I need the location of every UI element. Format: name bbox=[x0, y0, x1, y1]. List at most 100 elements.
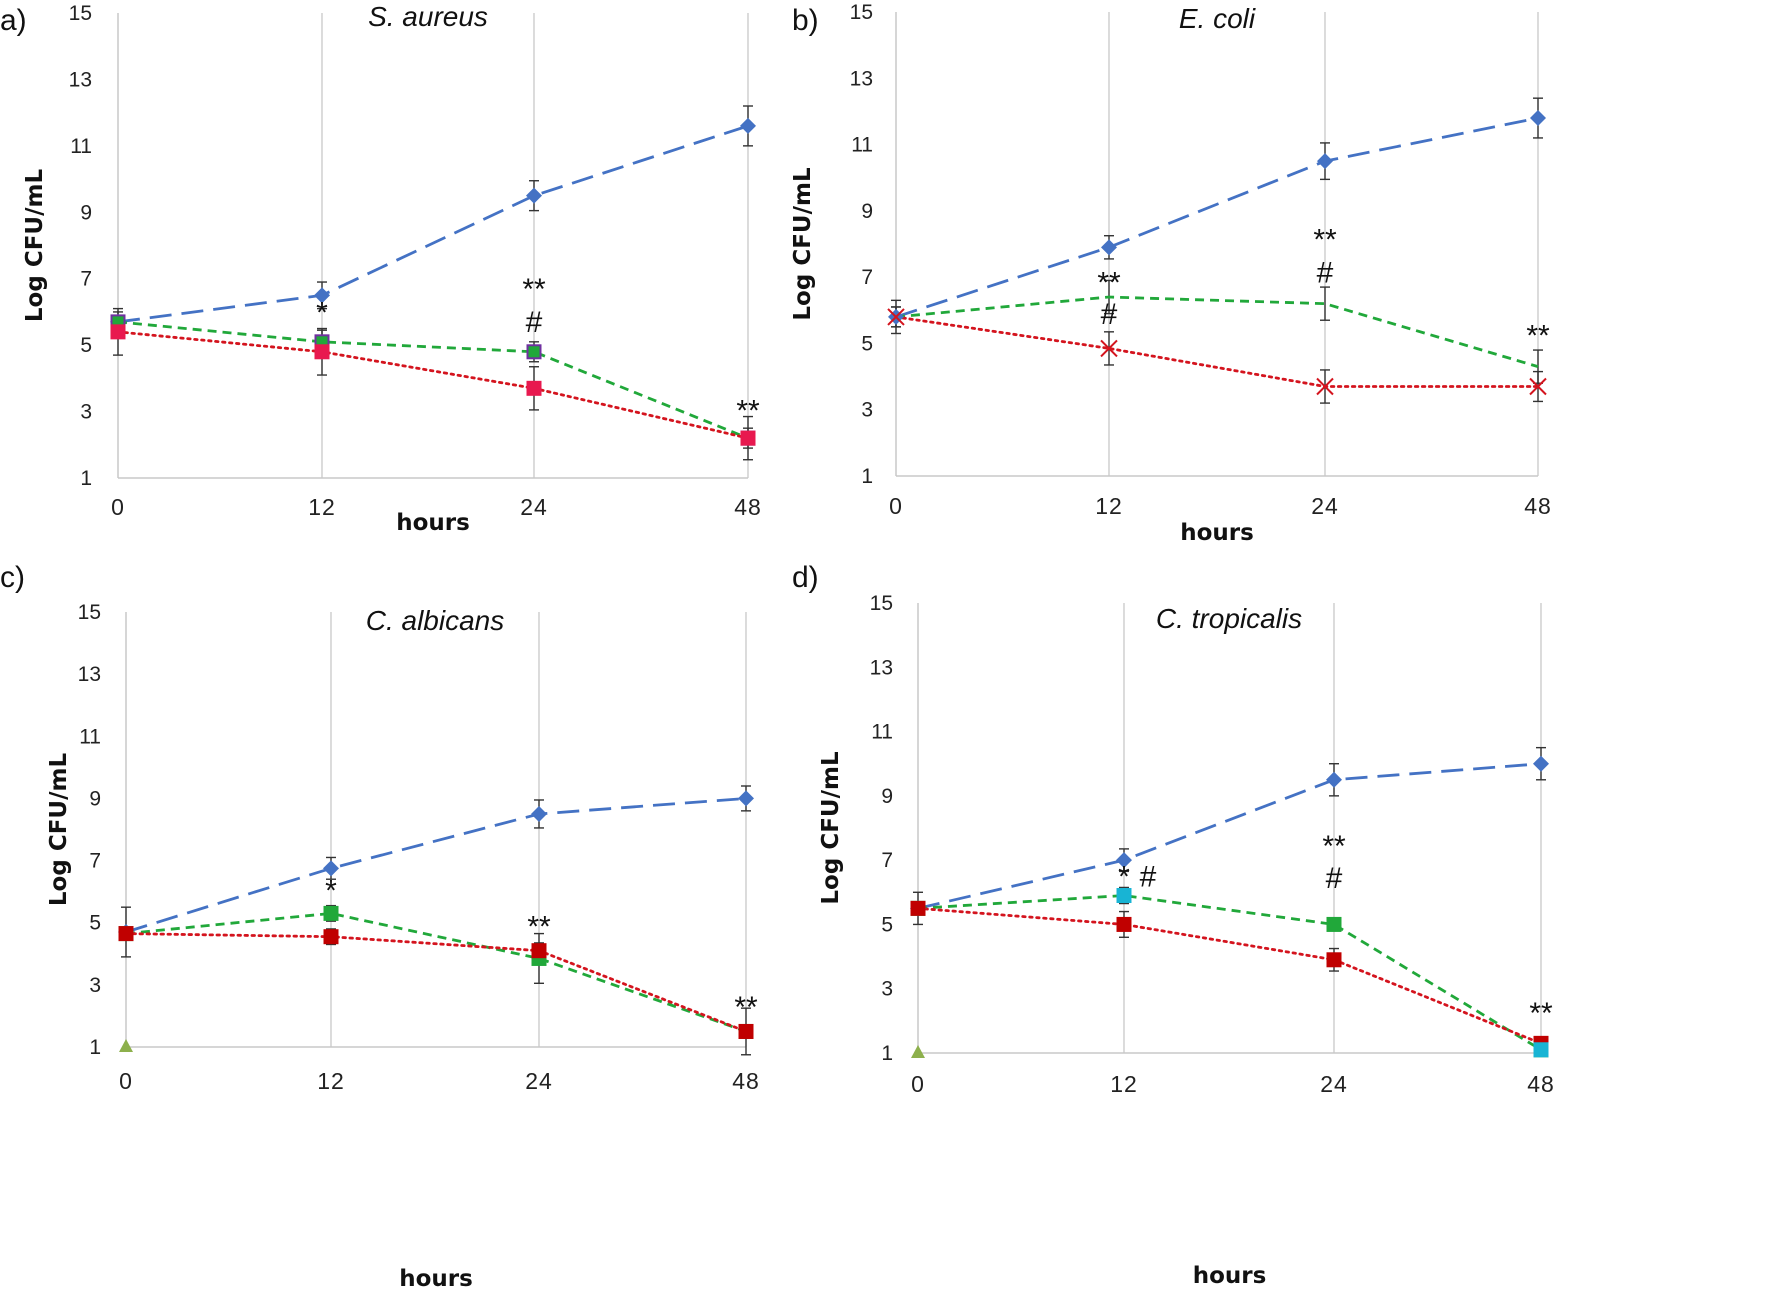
y-tick-label: 13 bbox=[78, 663, 101, 686]
y-tick-label: 5 bbox=[89, 912, 101, 935]
data-point-control bbox=[531, 805, 547, 822]
x-tick-label: 0 bbox=[119, 1068, 133, 1094]
x-axis-title: hours bbox=[396, 510, 470, 536]
y-tick-label: 9 bbox=[80, 201, 92, 224]
significance-mark: ** bbox=[1097, 266, 1121, 299]
data-point-treatment-2 bbox=[738, 1023, 754, 1039]
significance-mark: # bbox=[1317, 257, 1334, 290]
y-tick-label: 15 bbox=[78, 601, 101, 624]
significance-mark: ** bbox=[1322, 830, 1346, 863]
significance-mark: # bbox=[1326, 862, 1343, 895]
significance-mark: ** bbox=[527, 910, 551, 943]
data-point-treatment-2 bbox=[110, 324, 126, 340]
y-tick-label: 9 bbox=[861, 200, 873, 223]
y-tick-label: 11 bbox=[871, 721, 893, 744]
y-tick-label: 7 bbox=[80, 268, 92, 291]
x-axis-title: hours bbox=[399, 1266, 473, 1291]
data-point-treatment-2 bbox=[887, 308, 905, 326]
data-point-control bbox=[1101, 239, 1117, 256]
significance-mark: ** bbox=[734, 991, 758, 1024]
x-tick-label: 12 bbox=[308, 494, 336, 520]
x-tick-label: 48 bbox=[732, 1068, 760, 1094]
y-axis-title: Log CFU/mL bbox=[46, 753, 72, 907]
series-line-treatment-2 bbox=[916, 906, 1543, 1045]
data-point-treatment-1 bbox=[323, 905, 339, 921]
y-axis-title: Log CFU/mL bbox=[790, 167, 816, 321]
y-tick-label: 11 bbox=[851, 134, 873, 157]
data-point-treatment-2 bbox=[526, 380, 542, 396]
significance-mark: # bbox=[1101, 298, 1118, 331]
y-tick-label: 11 bbox=[79, 725, 101, 748]
x-tick-label: 24 bbox=[520, 494, 548, 520]
y-tick-label: 1 bbox=[80, 467, 92, 490]
y-tick-label: 15 bbox=[850, 1, 873, 24]
chart-title: E. coli bbox=[1179, 3, 1256, 34]
panel-label: a) bbox=[0, 4, 27, 37]
x-tick-label: 0 bbox=[889, 493, 903, 519]
significance-mark: * bbox=[325, 875, 337, 908]
x-axis-title: hours bbox=[1193, 1263, 1267, 1289]
data-point-control bbox=[526, 187, 542, 204]
panel-label: b) bbox=[792, 4, 819, 37]
x-tick-label: 12 bbox=[1110, 1071, 1138, 1097]
y-tick-label: 3 bbox=[80, 401, 92, 424]
data-point-treatment-2 bbox=[1529, 377, 1547, 396]
y-tick-label: 13 bbox=[870, 656, 893, 679]
significance-mark: * bbox=[316, 296, 328, 329]
data-point-treatment-1-extra bbox=[1533, 1042, 1549, 1058]
y-tick-label: 3 bbox=[881, 978, 893, 1001]
y-tick-label: 11 bbox=[70, 135, 92, 158]
data-point-treatment-1 bbox=[526, 344, 542, 360]
series-line-control bbox=[125, 797, 747, 934]
x-tick-label: 0 bbox=[111, 494, 125, 520]
data-point-treatment-2 bbox=[323, 929, 339, 945]
y-tick-label: 13 bbox=[850, 67, 873, 90]
y-tick-label: 7 bbox=[89, 850, 101, 873]
data-point-control bbox=[1326, 771, 1342, 788]
y-tick-label: 9 bbox=[881, 785, 893, 808]
x-tick-label: 0 bbox=[911, 1071, 925, 1097]
series-line-control bbox=[895, 116, 1539, 319]
data-point-control bbox=[1530, 110, 1546, 127]
x-tick-label: 48 bbox=[1527, 1071, 1555, 1097]
significance-mark: * bbox=[1118, 861, 1130, 894]
data-point-treatment-2 bbox=[1100, 339, 1118, 358]
data-point-control bbox=[1116, 852, 1132, 869]
y-tick-label: 1 bbox=[861, 465, 873, 488]
x-tick-label: 48 bbox=[1524, 493, 1552, 519]
significance-mark: ** bbox=[736, 394, 760, 427]
y-tick-label: 9 bbox=[89, 787, 101, 810]
y-tick-label: 3 bbox=[861, 399, 873, 422]
significance-mark: ** bbox=[1313, 223, 1337, 256]
data-point-treatment-1 bbox=[1326, 916, 1342, 932]
significance-mark: ** bbox=[1529, 997, 1553, 1030]
data-point-treatment-2 bbox=[531, 943, 547, 959]
data-point-treatment-2 bbox=[118, 926, 134, 942]
data-point-control bbox=[1317, 153, 1333, 170]
series-line-treatment-1 bbox=[917, 894, 1542, 1051]
y-tick-label: 7 bbox=[861, 266, 873, 289]
series-line-treatment-2 bbox=[894, 315, 1540, 388]
series-line-control bbox=[917, 762, 1542, 910]
data-point-baseline bbox=[911, 1045, 925, 1058]
y-tick-label: 13 bbox=[69, 68, 92, 91]
x-tick-label: 24 bbox=[1311, 493, 1339, 519]
y-tick-label: 5 bbox=[861, 332, 873, 355]
data-point-treatment-2 bbox=[1326, 952, 1342, 968]
data-point-control bbox=[1533, 755, 1549, 772]
x-tick-label: 12 bbox=[1095, 493, 1123, 519]
data-point-treatment-2 bbox=[1316, 377, 1334, 396]
y-axis-title: Log CFU/mL bbox=[818, 751, 844, 905]
data-point-control bbox=[323, 860, 339, 877]
y-tick-label: 3 bbox=[89, 974, 101, 997]
y-tick-label: 5 bbox=[80, 334, 92, 357]
y-tick-label: 1 bbox=[89, 1036, 101, 1059]
x-tick-label: 24 bbox=[1320, 1071, 1348, 1097]
error-bar bbox=[1320, 286, 1330, 321]
series-line-treatment-1 bbox=[117, 320, 749, 440]
